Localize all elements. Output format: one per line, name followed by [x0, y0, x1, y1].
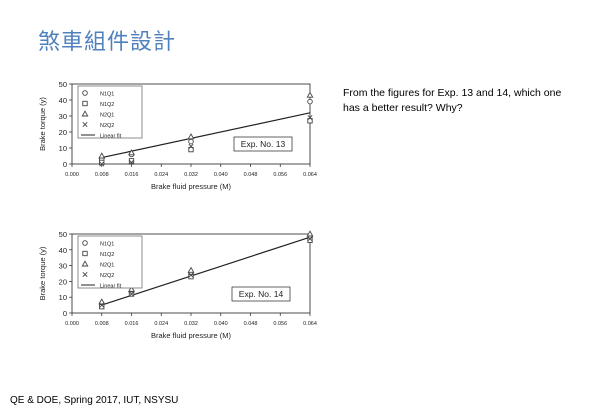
x-tick-label: 0.016 [125, 172, 139, 178]
legend-label-n1q1: N1Q1 [100, 92, 114, 98]
y-tick-label: 0 [63, 160, 67, 169]
data-point-n2q1 [98, 298, 106, 305]
data-point-n1q2 [307, 118, 313, 124]
legend-label-n2q2: N2Q2 [100, 123, 114, 129]
slide-title: 煞車組件設計 [38, 30, 177, 55]
data-point-n2q2 [307, 115, 313, 121]
exp-label-box [233, 136, 293, 152]
x-tick-label: 0.024 [154, 321, 168, 327]
y-tick-label: 30 [59, 112, 67, 121]
data-point-n2q2 [307, 236, 313, 242]
data-point-n2q1 [128, 285, 135, 292]
y-tick-label: 40 [59, 246, 67, 255]
footer-text: QE & DOE, Spring 2017, IUT, NSYSU [10, 395, 179, 406]
legend-label-n2q1: N2Q1 [100, 113, 114, 119]
data-point-n2q2 [99, 302, 105, 308]
data-point-n1q1 [188, 138, 194, 145]
legend-marker-n2q2 [82, 121, 88, 128]
y-tick-label: 0 [63, 309, 67, 318]
data-point-n2q1 [306, 91, 314, 98]
x-tick-label: 0.024 [154, 172, 168, 178]
legend-box [77, 85, 143, 139]
legend-box [77, 235, 143, 289]
y-tick-label: 10 [59, 144, 67, 153]
legend-marker-n1q1 [82, 90, 88, 96]
x-tick-label: 0.064 [303, 172, 317, 178]
y-tick-label: 50 [59, 230, 67, 239]
x-tick-label: 0.000 [65, 321, 79, 327]
x-tick-label: 0.032 [184, 172, 198, 178]
y-tick-label: 50 [59, 80, 67, 89]
legend-marker-n1q2 [82, 100, 88, 107]
legend-marker-n1q2 [82, 250, 88, 257]
y-tick-label: 40 [59, 96, 67, 105]
data-point-n2q2 [188, 272, 194, 278]
x-tick-label: 0.064 [303, 321, 317, 327]
exp-label-box [231, 286, 291, 302]
x-axis-label: Brake fluid pressure (M) [151, 331, 232, 340]
y-tick-label: 30 [59, 262, 67, 271]
y-axis-label: Brake torque (y) [38, 97, 47, 151]
data-point-n2q1 [128, 149, 135, 156]
data-point-n2q1 [187, 133, 195, 140]
legend-label-n1q1: N1Q1 [100, 242, 114, 248]
legend-label-n1q2: N1Q2 [100, 252, 114, 258]
data-point-n2q1 [306, 230, 314, 237]
chart-exp-14: 0 10 20 30 40 50 0.000 0.008 0.016 0.024 0.032 0.04… [38, 230, 317, 340]
x-tick-label: 0.048 [244, 172, 258, 178]
exp-label: Exp. No. 13 [241, 139, 286, 149]
legend-label-linear-fit: Linear fit [100, 284, 122, 290]
y-tick-label: 20 [59, 128, 67, 137]
data-point-n2q2 [99, 161, 105, 167]
x-tick-label: 0.000 [65, 172, 79, 178]
y-axis-label: Brake torque (y) [38, 246, 47, 300]
data-point-n2q2 [128, 291, 135, 297]
legend-label-n1q2: N1Q2 [100, 102, 114, 108]
legend-label-linear-fit: Linear fit [100, 134, 122, 140]
x-tick-label: 0.040 [214, 321, 228, 327]
legend-label-n2q2: N2Q2 [100, 273, 114, 279]
legend-marker-n1q1 [82, 240, 88, 246]
question-text: From the figures for Exp. 13 and 14, whi… [343, 87, 562, 114]
y-tick-label: 20 [59, 277, 67, 286]
x-axis-label: Brake fluid pressure (M) [151, 182, 232, 191]
exp-label: Exp. No. 14 [239, 289, 284, 299]
legend-label-n2q1: N2Q1 [100, 263, 114, 269]
x-tick-label: 0.056 [273, 321, 287, 327]
x-tick-label: 0.016 [125, 321, 139, 327]
x-tick-label: 0.008 [95, 321, 109, 327]
legend-marker-n2q1 [81, 260, 89, 267]
data-point-n2q2 [128, 159, 135, 165]
data-point-n1q2 [188, 146, 194, 153]
legend-marker-n2q1 [81, 110, 89, 117]
x-tick-label: 0.040 [214, 172, 228, 178]
data-point-n1q1 [307, 98, 313, 105]
linear-fit-line [101, 236, 311, 306]
legend-marker-n2q2 [82, 271, 88, 278]
chart-exp-13: 0 10 20 30 40 50 0.000 0.008 0.016 0.024 0.032 0.04… [38, 80, 317, 191]
x-tick-label: 0.056 [273, 172, 287, 178]
x-tick-label: 0.048 [244, 321, 258, 327]
linear-fit-line [101, 112, 311, 159]
data-point-n2q2 [188, 143, 194, 149]
data-point-n2q1 [187, 266, 195, 273]
y-tick-label: 10 [59, 293, 67, 302]
data-point-n2q1 [98, 152, 106, 159]
x-tick-label: 0.008 [95, 172, 109, 178]
x-tick-label: 0.032 [184, 321, 198, 327]
